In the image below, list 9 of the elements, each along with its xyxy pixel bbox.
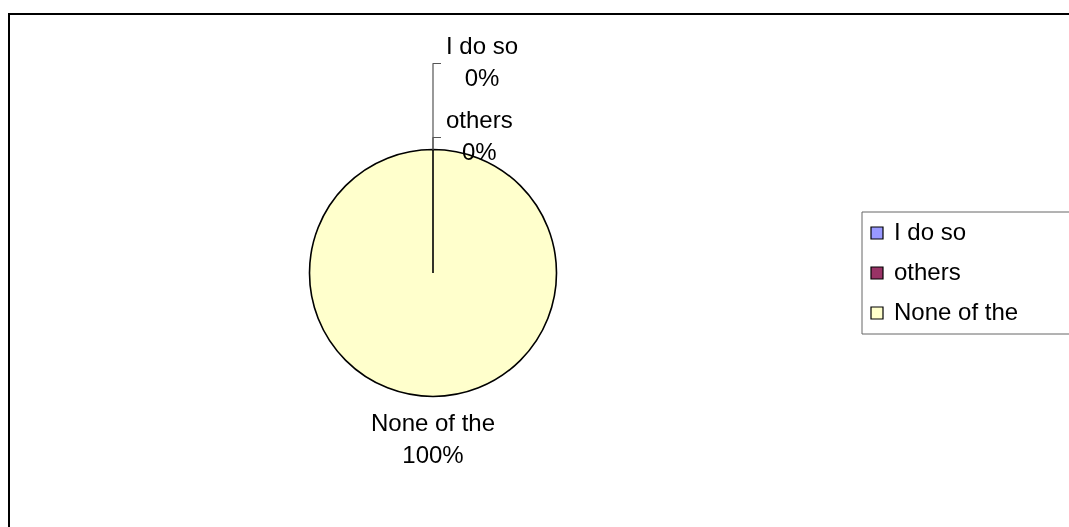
category-label: others	[446, 106, 513, 134]
slice-label: None of the	[370, 409, 496, 437]
legend-label: I do so	[894, 217, 967, 245]
text: 0%	[464, 64, 500, 92]
category-label: I do so	[446, 32, 519, 60]
legend-label: others	[894, 257, 961, 285]
legend-label: None of the	[894, 297, 1019, 325]
data-label: 100%	[402, 441, 464, 469]
text: 0%	[462, 138, 497, 166]
